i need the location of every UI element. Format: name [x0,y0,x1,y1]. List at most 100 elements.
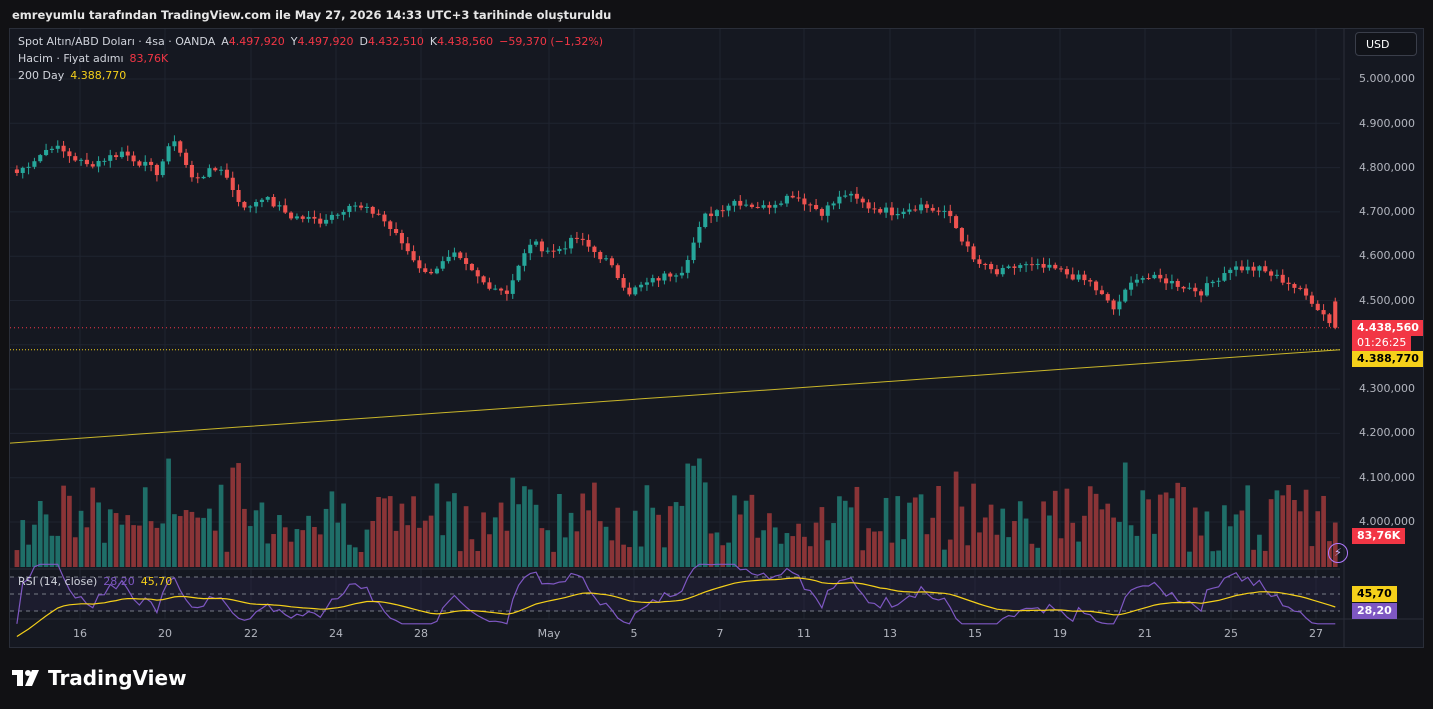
volume-bar [877,531,883,567]
candle-body [808,204,813,206]
volume-bar [96,502,101,567]
candle-body [989,264,994,270]
legend-volume-label[interactable]: Hacim · Fiyat adımı [18,52,124,65]
candle-body [90,164,95,167]
candle-body [1216,280,1221,282]
volume-bar [533,504,539,567]
candle-body [1175,281,1180,287]
candle-body [219,169,224,171]
volume-bar [580,493,586,567]
candle-body [942,210,947,212]
candle-body [1006,266,1011,268]
volume-bar [1321,495,1326,567]
volume-bar [300,530,306,567]
volume-bar [382,498,387,567]
candle-body [259,199,264,203]
candle-body [55,145,60,149]
candle-body [814,204,819,210]
volume-bar [411,496,416,567]
volume-bar [1222,505,1227,567]
candle-body [819,209,824,216]
volume-bar [32,524,37,567]
volume-bar [889,542,895,567]
volume-bar [638,546,644,567]
candle-body [1327,314,1332,324]
volume-bar [1163,492,1169,567]
candle-body [79,159,84,161]
candle-body [1111,300,1116,310]
volume-bar [597,521,603,567]
legend-volume-row[interactable]: Hacim · Fiyat adımı 83,76K [18,52,168,65]
candle-body [312,216,317,219]
volume-bar [364,529,370,567]
volume-bar [113,513,119,567]
volume-bar [732,495,737,567]
volume-bar [918,494,924,567]
volume-bar [1058,538,1064,567]
candle-body [539,241,544,252]
candle-body [1309,295,1314,304]
date-axis-label: 15 [968,627,982,640]
volume-bar [539,528,545,567]
legend-ma-value: 4.388,770 [70,69,127,82]
volume-bar [306,515,311,567]
price-axis-label: 4.200,000 [1359,426,1415,439]
price-axis-label: 4.800,000 [1359,161,1415,174]
candle-body [767,205,772,208]
legend-ma-row[interactable]: 200 Day 4.388,770 [18,69,126,82]
candle-body [551,250,556,252]
candle-body [866,202,871,209]
volume-bar [323,508,329,567]
candle-body [236,189,241,202]
tradingview-logo[interactable]: TradingView [12,666,187,690]
legend-rsi-row[interactable]: RSI (14, close) 28,20 45,70 [18,575,172,588]
candle-body [504,290,509,294]
rsi-ma-line [16,577,1336,638]
date-axis-label: May [537,627,561,640]
lightning-icon[interactable]: ⚡ [1328,543,1348,563]
candle-body [329,214,334,220]
price-axis-label: 4.900,000 [1359,117,1415,130]
volume-bar [434,483,440,567]
candle-body [948,210,953,217]
legend-symbol-row[interactable]: Spot Altın/ABD Doları · 4sa · OANDA A4.4… [18,35,603,48]
candle-body [1245,266,1250,271]
volume-bar [1245,485,1251,567]
volume-bar [644,485,650,567]
volume-bar [749,494,755,567]
candle-body [959,228,964,242]
volume-bar [341,503,346,567]
legend-ma-label[interactable]: 200 Day [18,69,65,82]
volume-bar [148,521,154,567]
candle-body [1041,263,1046,268]
volume-bar [1064,488,1070,567]
volume-bar [1274,490,1280,567]
candle-body [796,197,801,199]
candle-body [1187,287,1192,289]
volume-bar [224,551,230,567]
chart-panel[interactable]: Spot Altın/ABD Doları · 4sa · OANDA A4.4… [9,28,1424,648]
candle-body [1053,264,1058,269]
currency-button[interactable]: USD [1355,32,1417,56]
volume-bar [107,509,113,567]
rsi-ma-tag: 45,70 [1352,586,1397,602]
brand-name: TradingView [48,666,187,690]
candle-body [341,211,346,215]
volume-bar [1035,547,1041,567]
chart-canvas[interactable] [10,29,1424,648]
legend-rsi-label[interactable]: RSI (14, close) [18,575,98,588]
candle-body [125,151,130,156]
candle-body [67,151,72,157]
candle-body [604,258,609,260]
legend-symbol[interactable]: Spot Altın/ABD Doları · 4sa · OANDA [18,35,216,48]
candle-body [32,161,37,167]
date-axis-label: 13 [883,627,897,640]
candle-body [1193,287,1198,292]
volume-bar [312,526,317,567]
candle-body [1164,278,1169,284]
volume-bar [959,506,965,567]
volume-bar [912,497,918,567]
date-axis-label: 21 [1138,627,1152,640]
volume-bar [743,500,749,567]
volume-bar [189,511,195,567]
